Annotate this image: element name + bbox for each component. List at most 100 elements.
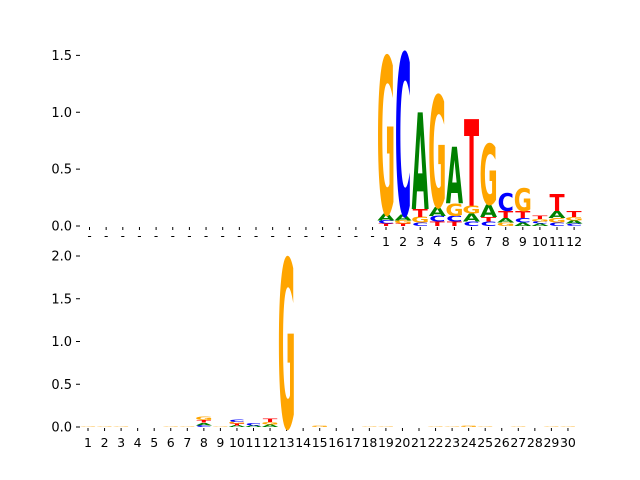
logo-letter-g-pos-2: G bbox=[96, 426, 114, 427]
logo-letter-t-pos-8: T bbox=[498, 210, 514, 221]
x-tick-label-12: 12 bbox=[566, 234, 582, 249]
y-tick-label: 2.0 bbox=[51, 250, 72, 265]
x-tick-label-8: 8 bbox=[200, 435, 208, 450]
logo-letter-t-pos-3: T bbox=[413, 208, 428, 220]
x-tick-label-20: 20 bbox=[394, 435, 410, 450]
x-tick-label-blank: - bbox=[154, 229, 158, 243]
logo-letter-g-pos-10: G bbox=[531, 218, 549, 222]
x-tick-label-10: 10 bbox=[532, 234, 548, 249]
x-tick-label-30: 30 bbox=[560, 435, 576, 450]
x-tick-label-blank: - bbox=[370, 229, 374, 243]
x-tick-label-11: 11 bbox=[246, 435, 262, 450]
x-tick-label-6: 6 bbox=[468, 234, 476, 249]
logo-letter-c-pos-8: C bbox=[196, 425, 212, 428]
logo-letter-g-pos-19: G bbox=[377, 426, 395, 427]
logo-letter-a-pos-8: A bbox=[196, 422, 213, 426]
logo-letter-t-pos-1: T bbox=[378, 223, 393, 227]
logo-letter-g-pos-29: G bbox=[543, 426, 561, 427]
y-tick-label: 0.0 bbox=[51, 220, 72, 235]
x-tick-label-18: 18 bbox=[361, 435, 377, 450]
logo-letter-a-pos-11: A bbox=[548, 210, 566, 221]
logo-letter-g-pos-27: G bbox=[510, 426, 528, 427]
logo-letter-t-pos-4: T bbox=[430, 220, 445, 227]
x-tick-label-9: 9 bbox=[519, 234, 527, 249]
logo-letter-g-pos-8: G bbox=[195, 416, 213, 421]
x-tick-label-23: 23 bbox=[444, 435, 460, 450]
logo-letter-g-pos-13: G bbox=[278, 213, 296, 480]
y-tick-label: 1.0 bbox=[51, 335, 72, 350]
logo-letter-a-pos-12: A bbox=[566, 219, 584, 225]
logo-letter-c-pos-4: C bbox=[429, 214, 445, 223]
logo-letter-g-pos-12: G bbox=[261, 421, 279, 425]
x-tick-label-blank: - bbox=[287, 229, 291, 243]
logo-letter-g-pos-18: G bbox=[361, 426, 379, 427]
x-tick-label-12: 12 bbox=[262, 435, 278, 450]
logo-letter-c-pos-5: C bbox=[446, 214, 462, 223]
logo-letter-t-pos-11: T bbox=[549, 191, 565, 218]
x-tick-label-blank: - bbox=[304, 229, 308, 243]
y-tick-label: 0.5 bbox=[51, 163, 72, 178]
logo-letter-g-pos-1: G bbox=[79, 426, 97, 427]
x-tick-label-blank: - bbox=[237, 229, 241, 243]
x-tick-label-17: 17 bbox=[345, 435, 361, 450]
logo-letter-g-pos-6: G bbox=[462, 204, 480, 216]
logo-letter-c-pos-9: C bbox=[515, 217, 531, 224]
logo-letter-g-pos-1: G bbox=[377, 15, 395, 265]
x-tick-label-blank: - bbox=[354, 229, 358, 243]
logo-letter-c-pos-3: C bbox=[412, 222, 428, 228]
x-tick-label-9: 9 bbox=[216, 435, 224, 450]
x-tick-label-blank: - bbox=[337, 229, 341, 243]
y-tick-label: 0.5 bbox=[51, 378, 72, 393]
logo-letter-g-pos-3: G bbox=[112, 426, 130, 427]
logo-letter-t-pos-12: T bbox=[567, 210, 583, 219]
logo-letter-t-pos-5: T bbox=[447, 220, 462, 227]
x-tick-label-blank: - bbox=[221, 229, 225, 243]
x-tick-label-28: 28 bbox=[527, 435, 543, 450]
x-tick-label-4: 4 bbox=[433, 234, 441, 249]
logo-letter-t-pos-2: T bbox=[396, 223, 411, 227]
logo-letter-a-pos-6: A bbox=[463, 212, 481, 224]
logo-letter-g-pos-11: G bbox=[548, 217, 566, 224]
logo-letter-c-pos-7: C bbox=[480, 220, 496, 227]
logo-letter-g-pos-9: G bbox=[514, 184, 532, 220]
logo-letter-a-pos-10: A bbox=[229, 425, 246, 428]
logo-letter-g-pos-15: G bbox=[311, 425, 329, 427]
x-tick-label-blank: - bbox=[87, 229, 91, 243]
logo-letter-g-pos-22: G bbox=[427, 426, 445, 427]
x-tick-label-5: 5 bbox=[150, 435, 158, 450]
x-tick-label-blank: - bbox=[171, 229, 175, 243]
logo-letter-c-pos-10: C bbox=[532, 221, 548, 225]
logo-letter-a-pos-9: A bbox=[514, 222, 532, 228]
x-tick-label-blank: - bbox=[204, 229, 208, 243]
logo-letter-g-pos-5: G bbox=[445, 200, 463, 220]
x-tick-label-8: 8 bbox=[502, 234, 510, 249]
y-tick-label: 1.5 bbox=[51, 49, 72, 64]
logo-letter-c-pos-8: C bbox=[498, 188, 514, 218]
logo-letter-g-pos-6: G bbox=[162, 426, 180, 427]
logo-letter-a-pos-1: A bbox=[377, 212, 395, 223]
logo-letter-c-pos-6: C bbox=[463, 220, 479, 227]
x-tick-label-blank: - bbox=[320, 229, 324, 243]
x-tick-label-2: 2 bbox=[101, 435, 109, 450]
x-tick-label-13: 13 bbox=[279, 435, 295, 450]
x-tick-label-5: 5 bbox=[450, 234, 458, 249]
logo-letter-a-pos-12: A bbox=[262, 424, 279, 428]
y-tick-label: 1.0 bbox=[51, 106, 72, 121]
x-tick-label-1: 1 bbox=[84, 435, 92, 450]
x-tick-label-blank: - bbox=[137, 229, 141, 243]
logo-letter-g-pos-23: G bbox=[443, 426, 461, 427]
x-tick-label-10: 10 bbox=[229, 435, 245, 450]
x-tick-label-27: 27 bbox=[510, 435, 526, 450]
logo-letter-t-pos-10: T bbox=[532, 215, 547, 221]
logo-letter-g-pos-24: G bbox=[460, 425, 478, 427]
x-tick-label-1: 1 bbox=[382, 234, 390, 249]
y-tick-label: 1.5 bbox=[51, 292, 72, 307]
x-tick-label-22: 22 bbox=[428, 435, 444, 450]
logo-letter-c-pos-2: C bbox=[395, 11, 411, 269]
logo-letter-g-pos-4: G bbox=[428, 65, 446, 243]
logo-letter-t-pos-7: T bbox=[481, 216, 496, 223]
x-tick-label-blank: - bbox=[270, 229, 274, 243]
